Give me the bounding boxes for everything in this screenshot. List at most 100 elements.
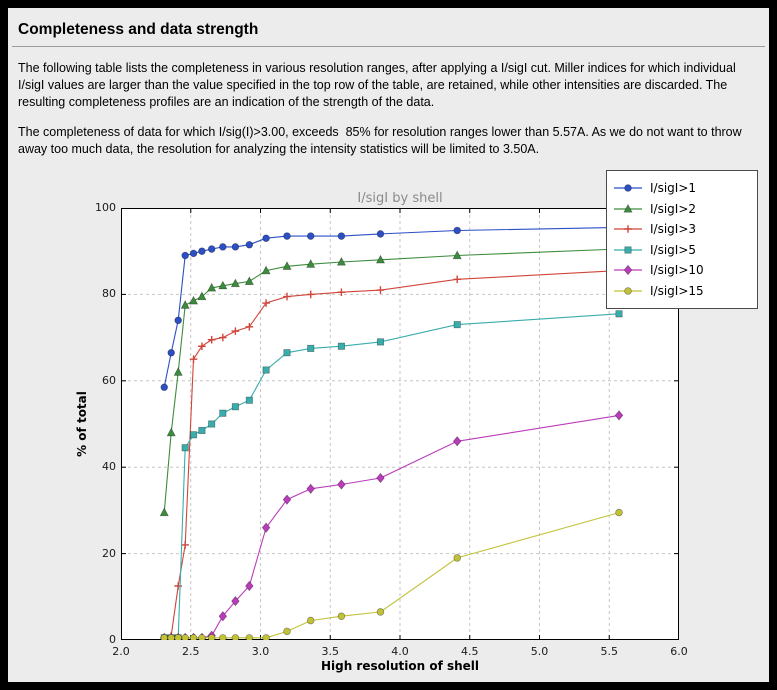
marker-triangle	[306, 259, 316, 268]
marker-diamond	[452, 436, 462, 447]
marker-diamond	[180, 632, 190, 640]
legend-item: I/sigI>10	[613, 260, 751, 281]
marker-triangle	[173, 367, 183, 376]
x-axis-label: High resolution of shell	[320, 659, 480, 673]
marker-plus	[376, 286, 385, 294]
marker-square	[307, 344, 315, 352]
marker-circle	[453, 554, 461, 562]
chart-title: I/sigI by shell	[357, 191, 443, 206]
marker-plus	[160, 634, 169, 640]
marker-square	[624, 246, 632, 254]
marker-circle	[219, 634, 227, 640]
marker-plus	[231, 327, 240, 335]
marker-triangle	[166, 427, 176, 437]
marker-triangle	[614, 243, 624, 253]
marker-plus	[306, 290, 315, 299]
y-tick-label: 20	[102, 546, 116, 560]
marker-circle	[231, 634, 240, 640]
x-tick-label: 5.5	[600, 645, 619, 658]
marker-plus	[245, 323, 254, 331]
y-tick-label: 60	[102, 373, 116, 387]
marker-square	[245, 396, 253, 404]
legend-label: I/sigI>5	[650, 242, 697, 257]
title-divider	[12, 46, 765, 47]
marker-triangle	[244, 276, 254, 285]
marker-triangle	[282, 261, 292, 270]
y-tick-label: 80	[102, 287, 116, 301]
marker-circle	[262, 234, 270, 242]
marker-circle	[189, 249, 198, 258]
x-tick-label: 4.5	[461, 645, 479, 658]
marker-diamond	[614, 410, 624, 421]
legend-label: I/sigI>3	[650, 222, 697, 237]
marker-triangle	[188, 295, 199, 305]
legend-item: I/sigI>1	[613, 178, 751, 199]
x-tick-label: 2.5	[182, 645, 200, 658]
marker-square	[376, 338, 385, 346]
marker-circle	[167, 634, 175, 640]
marker-plus	[337, 288, 346, 297]
description-paragraph: The following table lists the completene…	[18, 61, 740, 109]
marker-square	[453, 321, 461, 329]
marker-circle	[262, 634, 270, 640]
marker-triangle	[375, 254, 386, 264]
marker-circle	[174, 634, 182, 640]
legend-item: I/sigI>3	[613, 219, 751, 240]
plot-background	[121, 208, 679, 640]
y-tick-label: 0	[109, 633, 116, 646]
marker-plus	[262, 299, 270, 307]
legend-sample-triangle-icon	[614, 203, 642, 213]
marker-diamond	[337, 479, 346, 490]
marker-square	[167, 634, 175, 640]
y-tick-label: 40	[102, 460, 116, 474]
x-tick-label: 3.0	[251, 645, 270, 658]
marker-triangle	[623, 203, 633, 213]
series-i-sigi-2	[159, 243, 624, 517]
series-line	[163, 226, 620, 388]
marker-diamond	[189, 632, 198, 640]
marker-diamond	[159, 632, 169, 640]
marker-circle	[207, 245, 216, 253]
marker-plus	[283, 292, 291, 301]
marker-circle	[615, 223, 623, 232]
marker-circle	[337, 232, 346, 240]
marker-diamond	[207, 630, 216, 640]
marker-diamond	[197, 632, 207, 640]
report-panel: Completeness and data strength The follo…	[8, 8, 769, 682]
legend-sample-circle-icon	[614, 286, 642, 295]
plot-area	[121, 208, 679, 640]
marker-circle	[376, 230, 385, 238]
series-line	[163, 248, 620, 513]
marker-square	[181, 444, 189, 452]
marker-diamond	[261, 522, 271, 533]
series-line	[164, 270, 620, 639]
marker-triangle	[336, 256, 346, 266]
legend-item: I/sigI>5	[613, 240, 751, 261]
marker-circle	[337, 612, 346, 620]
marker-triangle	[180, 300, 190, 309]
x-tick-label: 2.0	[112, 645, 130, 658]
marker-square	[231, 403, 239, 411]
marker-circle	[283, 627, 291, 636]
series-i-sigi-15	[160, 508, 623, 640]
marker-circle	[306, 616, 315, 625]
marker-circle	[615, 508, 623, 517]
chart-legend: I/sigI>1 I/sigI>2 I/sigI>3 I/sigI>5 I/sigI>1…	[606, 170, 758, 309]
legend-label: I/sigI>2	[650, 201, 697, 216]
series-i-sigi-1	[160, 223, 623, 392]
marker-square	[189, 431, 198, 439]
y-tick-label: 100	[95, 201, 116, 214]
marker-triangle	[159, 507, 169, 517]
series-i-sigi-5	[160, 310, 623, 640]
series-i-sigi-3	[160, 266, 623, 640]
marker-square	[337, 342, 345, 350]
legend-item: I/sigI>15	[613, 281, 751, 302]
marker-square	[198, 426, 206, 435]
series-line	[164, 414, 620, 639]
x-tick-label: 5.0	[530, 645, 549, 658]
marker-square	[208, 420, 216, 428]
series-line	[164, 512, 620, 639]
x-tick-label: 4.0	[391, 645, 409, 658]
marker-circle	[624, 184, 632, 193]
marker-plus	[624, 225, 632, 234]
